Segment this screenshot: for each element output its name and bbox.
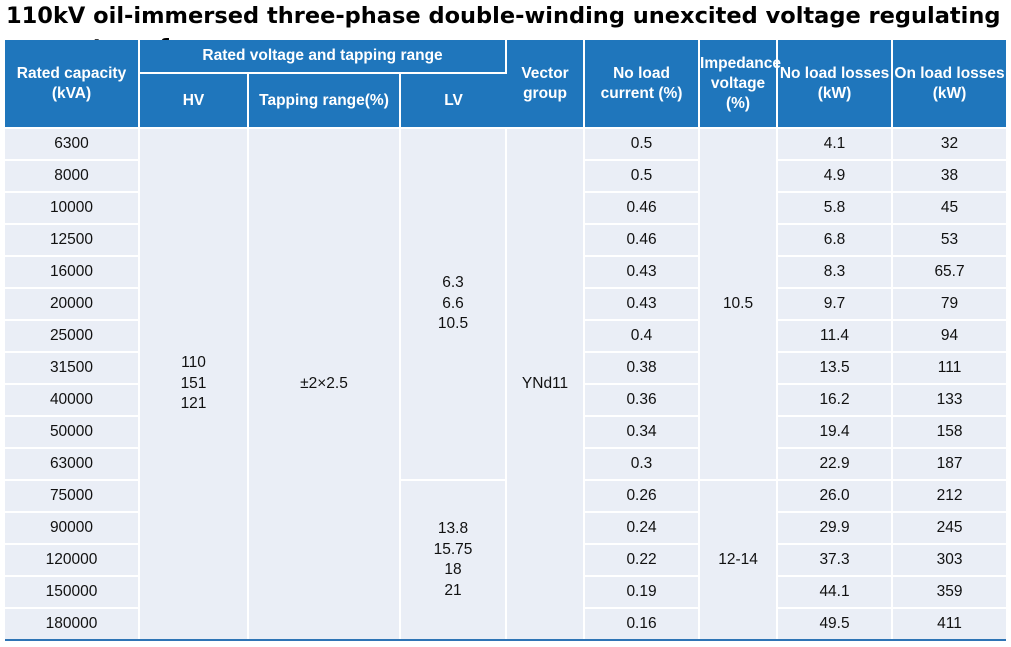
cell-no-load-current: 0.16 [584,608,701,641]
cell-capacity: 75000 [5,480,140,513]
header-on-load-losses: On load losses (kW) [892,40,1007,129]
cell-capacity: 50000 [5,416,140,449]
lv-value: 15.75 [433,540,473,558]
header-impedance-voltage: Impedance voltage (%) [699,40,781,129]
header-rated-capacity: Rated capacity (kVA) [5,40,140,129]
cell-on-load-losses: 212 [892,480,1007,513]
lv-value: 10.5 [437,315,469,333]
lv-value: 18 [444,561,462,578]
cell-lv-group-2: 13.8 15.75 18 21 [400,480,508,641]
cell-no-load-current: 0.22 [584,544,701,577]
cell-on-load-losses: 65.7 [892,256,1007,289]
cell-on-load-losses: 45 [892,192,1007,225]
cell-lv-group-1: 6.3 6.6 10.5 [400,128,508,481]
lv-value: 21 [444,581,462,599]
cell-no-load-current: 0.4 [584,320,701,353]
lv-value: 6.6 [442,294,464,312]
cell-capacity: 20000 [5,288,140,321]
cell-capacity: 6300 [5,128,140,161]
header-no-load-current: No load current (%) [584,40,701,129]
cell-no-load-losses: 37.3 [777,544,894,577]
cell-no-load-losses: 11.4 [777,320,894,353]
cell-capacity: 25000 [5,320,140,353]
cell-no-load-current: 0.38 [584,352,701,385]
cell-no-load-current: 0.46 [584,224,701,257]
cell-on-load-losses: 303 [892,544,1007,577]
header-no-load-losses: No load losses (kW) [777,40,894,129]
cell-on-load-losses: 187 [892,448,1007,481]
cell-on-load-losses: 411 [892,608,1007,641]
cell-no-load-losses: 29.9 [777,512,894,545]
hv-value: 121 [180,395,207,413]
cell-impedance-group-1: 10.5 [699,128,779,481]
cell-no-load-current: 0.34 [584,416,701,449]
cell-capacity: 150000 [5,576,140,609]
specs-table: Rated capacity (kVA) Rated voltage and t… [5,40,1007,641]
cell-on-load-losses: 32 [892,128,1007,161]
cell-no-load-losses: 4.1 [777,128,894,161]
cell-no-load-current: 0.19 [584,576,701,609]
cell-no-load-current: 0.36 [584,384,701,417]
cell-vector-group: YNd11 [506,128,586,641]
cell-no-load-current: 0.43 [584,288,701,321]
lv-value: 13.8 [437,520,469,537]
cell-no-load-current: 0.26 [584,480,701,513]
cell-tapping-range: ±2×2.5 [248,128,401,641]
cell-capacity: 16000 [5,256,140,289]
cell-on-load-losses: 133 [892,384,1007,417]
cell-on-load-losses: 359 [892,576,1007,609]
cell-no-load-current: 0.5 [584,160,701,193]
cell-no-load-losses: 4.9 [777,160,894,193]
cell-no-load-losses: 9.7 [777,288,894,321]
cell-impedance-group-2: 12-14 [699,480,779,641]
page-title: 110kV oil-immersed three-phase double-wi… [6,3,1001,40]
cell-no-load-current: 0.3 [584,448,701,481]
cell-capacity: 8000 [5,160,140,193]
cell-no-load-losses: 13.5 [777,352,894,385]
cell-on-load-losses: 38 [892,160,1007,193]
header-tapping-range: Tapping range(%) [248,73,401,129]
cell-on-load-losses: 111 [892,352,1007,385]
cell-no-load-losses: 5.8 [777,192,894,225]
lv-value: 6.3 [442,274,464,292]
cell-hv: 110 151 121 [139,128,249,641]
cell-on-load-losses: 245 [892,512,1007,545]
cell-no-load-losses: 19.4 [777,416,894,449]
cell-no-load-losses: 6.8 [777,224,894,257]
cell-no-load-losses: 22.9 [777,448,894,481]
cell-capacity: 63000 [5,448,140,481]
hv-value: 110 [181,354,206,372]
cell-on-load-losses: 79 [892,288,1007,321]
cell-on-load-losses: 53 [892,224,1007,257]
title-container: 110kV oil-immersed three-phase double-wi… [0,0,1011,40]
cell-capacity: 10000 [5,192,140,225]
cell-no-load-current: 0.43 [584,256,701,289]
cell-on-load-losses: 158 [892,416,1007,449]
cell-no-load-losses: 8.3 [777,256,894,289]
cell-no-load-losses: 49.5 [777,608,894,641]
header-hv: HV [139,73,249,129]
header-vector-group: Vector group [506,40,586,129]
header-lv: LV [400,73,507,129]
cell-no-load-current: 0.24 [584,512,701,545]
cell-no-load-losses: 26.0 [777,480,894,513]
cell-on-load-losses: 94 [892,320,1007,353]
cell-capacity: 120000 [5,544,140,577]
cell-no-load-losses: 16.2 [777,384,894,417]
cell-capacity: 180000 [5,608,140,641]
cell-capacity: 90000 [5,512,140,545]
cell-capacity: 40000 [5,384,140,417]
cell-no-load-current: 0.46 [584,192,701,225]
cell-no-load-current: 0.5 [584,128,701,161]
hv-value: 151 [180,374,207,392]
cell-no-load-losses: 44.1 [777,576,894,609]
cell-capacity: 31500 [5,352,140,385]
cell-capacity: 12500 [5,224,140,257]
header-rated-voltage-group: Rated voltage and tapping range [139,40,508,74]
